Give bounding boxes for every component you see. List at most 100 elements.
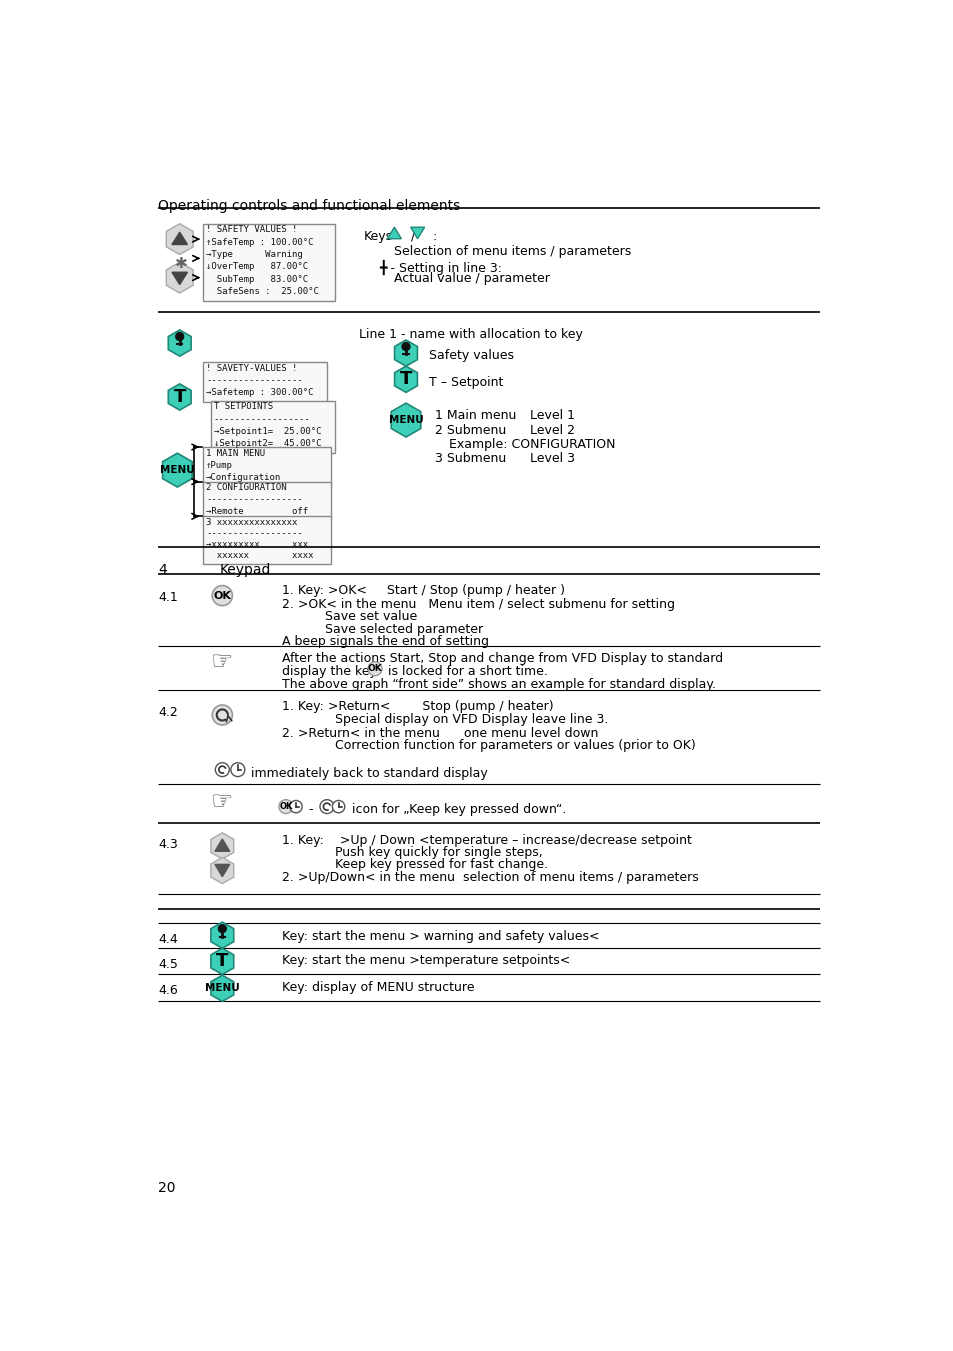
Text: Key: display of MENU structure: Key: display of MENU structure [282,981,474,994]
Text: ↓Setpoint2=  45.00°C: ↓Setpoint2= 45.00°C [213,439,321,449]
Circle shape [212,585,233,605]
Text: ↑Pump: ↑Pump [206,461,233,470]
Text: ☞: ☞ [211,790,233,815]
Text: :: : [425,230,437,243]
Text: /: / [402,230,415,243]
Polygon shape [395,366,417,392]
Text: T SETPOINTS: T SETPOINTS [213,403,273,411]
Text: 4.6: 4.6 [158,985,177,997]
Text: ------------------: ------------------ [206,530,302,538]
Text: T – Setpoint: T – Setpoint [429,376,503,389]
Polygon shape [166,262,193,293]
FancyBboxPatch shape [203,447,331,488]
Circle shape [332,800,344,813]
Circle shape [319,800,334,813]
Text: 4: 4 [158,562,167,577]
Text: ! SAVETY-VALUES !: ! SAVETY-VALUES ! [206,363,297,373]
Polygon shape [214,839,230,851]
Text: 4.4: 4.4 [158,934,177,946]
Circle shape [231,763,245,777]
Polygon shape [168,330,191,357]
Text: 2 Submenu: 2 Submenu [435,424,506,436]
Text: Save selected parameter: Save selected parameter [324,623,482,635]
Text: Keys: Keys [363,230,392,243]
FancyBboxPatch shape [203,224,335,301]
Text: 1. Key: >OK<     Start / Stop (pump / heater ): 1. Key: >OK< Start / Stop (pump / heater… [282,584,564,597]
Text: Push key quickly for single steps,: Push key quickly for single steps, [335,846,542,859]
Text: display the key: display the key [282,665,380,678]
Polygon shape [410,227,424,239]
Text: 1. Key: >Return<        Stop (pump / heater): 1. Key: >Return< Stop (pump / heater) [282,700,553,713]
Text: ------------------: ------------------ [213,415,311,424]
Text: A beep signals the end of setting: A beep signals the end of setting [282,635,489,648]
Text: 20: 20 [158,1181,175,1194]
Text: →Setpoint1=  25.00°C: →Setpoint1= 25.00°C [213,427,321,436]
Circle shape [401,343,410,350]
Text: 2. >Return< in the menu      one menu level down: 2. >Return< in the menu one menu level d… [282,727,598,739]
Text: Key: start the menu > warning and safety values<: Key: start the menu > warning and safety… [282,929,598,943]
Text: The above graph “front side” shows an example for standard display.: The above graph “front side” shows an ex… [282,678,716,690]
FancyBboxPatch shape [203,516,331,565]
Text: ✱: ✱ [174,257,188,272]
Circle shape [212,705,233,725]
Text: ↑SafeTemp : 100.00°C: ↑SafeTemp : 100.00°C [206,238,314,247]
Text: MENU: MENU [388,415,423,426]
Text: 4.1: 4.1 [158,590,177,604]
Text: ------------------: ------------------ [206,376,302,385]
Text: ☞: ☞ [211,651,233,674]
Text: Selection of menu items / parameters: Selection of menu items / parameters [394,245,631,258]
Text: MENU: MENU [205,984,239,993]
Text: 3 Submenu: 3 Submenu [435,451,506,465]
Text: xxxxxx        xxxx: xxxxxx xxxx [206,551,314,561]
Text: Line 1 - name with allocation to key: Line 1 - name with allocation to key [359,328,583,340]
Circle shape [278,800,293,813]
Polygon shape [172,273,187,285]
Circle shape [175,332,184,340]
Polygon shape [211,858,233,884]
Text: Special display on VFD Display leave line 3.: Special display on VFD Display leave lin… [335,713,607,725]
Text: T: T [399,370,412,388]
Circle shape [290,800,302,813]
Text: Level 3: Level 3 [530,451,575,465]
Circle shape [368,662,381,676]
Text: 2. >OK< in the menu   Menu item / select submenu for setting: 2. >OK< in the menu Menu item / select s… [282,598,675,611]
Text: icon for „Keep key pressed down“.: icon for „Keep key pressed down“. [348,802,566,816]
Text: Level 2: Level 2 [530,424,575,436]
Text: →xxxxxxxxx      xxx: →xxxxxxxxx xxx [206,540,308,550]
Text: OK: OK [367,665,382,673]
Text: Level 1: Level 1 [530,408,575,422]
Text: Save set value: Save set value [324,611,416,623]
Text: OK: OK [279,802,293,811]
Text: Safety values: Safety values [429,349,514,362]
Text: ╋ - Setting in line 3:: ╋ - Setting in line 3: [378,259,501,274]
Text: 4.5: 4.5 [158,958,177,970]
Text: T: T [216,952,229,970]
Polygon shape [387,227,401,239]
Text: 1 MAIN MENU: 1 MAIN MENU [206,449,265,458]
Text: T: T [173,388,186,405]
Text: →Remote         off: →Remote off [206,507,308,516]
Text: OK: OK [213,590,231,601]
Polygon shape [211,832,233,859]
FancyBboxPatch shape [211,401,335,453]
Polygon shape [211,923,233,948]
Polygon shape [172,232,187,245]
Text: MENU: MENU [160,465,194,476]
Polygon shape [214,865,230,877]
Text: →Type      Warning: →Type Warning [206,250,302,259]
Text: Correction function for parameters or values (prior to OK): Correction function for parameters or va… [335,739,695,753]
Text: immediately back to standard display: immediately back to standard display [251,767,487,781]
Text: is locked for a short time.: is locked for a short time. [384,665,548,678]
Polygon shape [162,453,192,488]
Text: ! SAFETY VALUES !: ! SAFETY VALUES ! [206,226,297,234]
Text: 2. >Up/Down< in the menu  selection of menu items / parameters: 2. >Up/Down< in the menu selection of me… [282,870,698,884]
Text: →Configuration: →Configuration [206,473,281,482]
Text: After the actions Start, Stop and change from VFD Display to standard: After the actions Start, Stop and change… [282,651,722,665]
FancyBboxPatch shape [203,362,327,403]
Text: -: - [305,802,321,816]
Text: Operating controls and functional elements: Operating controls and functional elemen… [158,199,459,213]
Polygon shape [395,340,417,366]
Polygon shape [391,403,420,436]
Text: →Safetemp : 300.00°C: →Safetemp : 300.00°C [206,389,314,397]
Text: 4.2: 4.2 [158,705,177,719]
